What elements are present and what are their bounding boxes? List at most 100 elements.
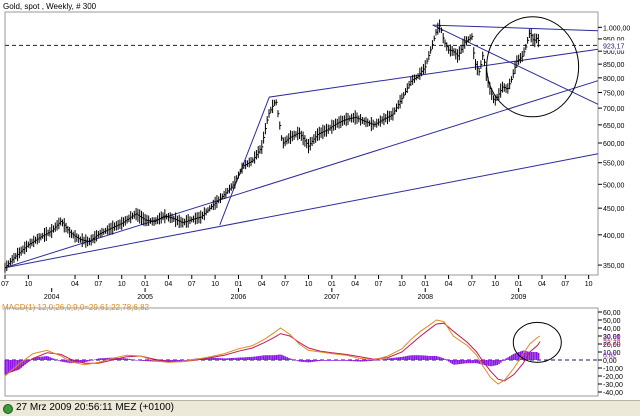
- last-price-box: [599, 40, 635, 51]
- histogram-bar: [288, 357, 290, 360]
- histogram-bar: [410, 355, 412, 360]
- histogram-bar: [471, 360, 473, 364]
- histogram-bar: [227, 358, 229, 360]
- histogram-bar: [412, 355, 414, 360]
- histogram-bar: [38, 356, 41, 360]
- macd-y-tick-label: 60,00: [603, 310, 621, 317]
- x-year-label: 2005: [137, 294, 153, 301]
- histogram-bar: [465, 360, 468, 364]
- histogram-bar: [363, 360, 366, 362]
- histogram-bar: [271, 355, 274, 360]
- histogram-bar: [280, 354, 283, 360]
- histogram-bar: [187, 359, 190, 361]
- histogram-bar: [252, 356, 254, 360]
- macd-last-value-label: 22,78: [603, 340, 621, 347]
- histogram-bar: [13, 360, 15, 372]
- histogram-bar: [498, 360, 500, 365]
- x-year-label: 2007: [324, 294, 340, 301]
- y-tick-label: 400,00: [603, 233, 625, 240]
- x-month-label: 04: [165, 281, 173, 288]
- histogram-bar: [476, 360, 479, 364]
- histogram-bar: [232, 357, 235, 360]
- histogram-bar: [340, 360, 342, 361]
- histogram-bar: [482, 360, 484, 365]
- histogram-bar: [130, 359, 132, 360]
- macd-line: [4, 319, 541, 385]
- histogram-bar: [254, 356, 256, 360]
- x-month-label: 10: [211, 281, 219, 288]
- histogram-bar: [87, 360, 89, 362]
- histogram-bar: [446, 360, 448, 361]
- histogram-bar: [324, 360, 326, 361]
- histogram-bar: [264, 355, 267, 360]
- histogram-bar: [377, 360, 380, 361]
- histogram-bar: [501, 360, 504, 362]
- histogram-bar: [485, 360, 488, 366]
- histogram-bar: [304, 360, 306, 363]
- histogram-bar: [383, 359, 385, 360]
- histogram-bar: [417, 355, 420, 360]
- histogram-bar: [261, 355, 263, 360]
- histogram-bar: [135, 360, 138, 361]
- y-tick-label: 550,00: [603, 161, 625, 168]
- x-month-label: 04: [258, 281, 266, 288]
- histogram-bar: [259, 355, 262, 360]
- y-tick-label: 650,00: [603, 123, 625, 130]
- histogram-bar: [456, 360, 459, 365]
- x-month-label: 07: [281, 281, 289, 288]
- histogram-bar: [189, 359, 191, 361]
- histogram-bar: [99, 358, 102, 360]
- histogram-bar: [61, 360, 64, 362]
- histogram-bar: [512, 354, 515, 360]
- macd-layer: 60,0050,0040,0030,0020,0010,000,00-10,00…: [4, 307, 623, 397]
- histogram-bar: [266, 355, 269, 360]
- histogram-bar: [273, 355, 276, 360]
- price-chart[interactable]: Gold, spot , Weekly, # 300 1.000,00950,0…: [0, 0, 640, 302]
- status-text: 27 Mrz 2009 20:56:11 MEZ (+0100): [16, 402, 174, 413]
- histogram-bar: [36, 357, 39, 360]
- macd-y-tick-label: 20,00: [603, 342, 621, 349]
- macd-last-value-label: 6,82: [603, 353, 617, 360]
- x-month-label: 10: [305, 281, 313, 288]
- x-year-label: 2006: [231, 294, 247, 301]
- histogram-bar: [54, 359, 57, 360]
- price-plot-area: [0, 0, 640, 302]
- histogram-bar: [316, 360, 319, 362]
- histogram-bar: [313, 360, 315, 362]
- histogram-bar: [352, 360, 355, 362]
- histogram-bar: [112, 357, 114, 360]
- histogram-bar: [347, 360, 350, 361]
- histogram-bar: [505, 358, 508, 360]
- histogram-bar: [440, 357, 443, 360]
- histogram-bar: [307, 360, 310, 363]
- histogram-bar: [223, 358, 226, 360]
- histogram-bar: [406, 355, 409, 360]
- histogram-bar: [462, 360, 464, 364]
- histogram-bar: [395, 357, 398, 360]
- histogram-bar: [334, 360, 337, 361]
- histogram-bar: [413, 355, 416, 360]
- histogram-bar: [175, 360, 177, 362]
- histogram-bar: [403, 356, 405, 360]
- histogram-bar: [212, 357, 215, 360]
- histogram-bar: [230, 358, 233, 360]
- y-tick-label: 700,00: [603, 106, 625, 113]
- histogram-bar: [537, 352, 540, 360]
- histogram-bar: [45, 356, 48, 360]
- histogram-bar: [246, 357, 249, 360]
- histogram-bar: [176, 360, 179, 362]
- histogram-bar: [237, 357, 240, 360]
- x-month-label: 10: [24, 281, 32, 288]
- histogram-bar: [394, 357, 396, 360]
- histogram-bar: [284, 356, 287, 360]
- histogram-bar: [447, 360, 450, 362]
- histogram-bar: [309, 360, 312, 363]
- trendline: [4, 80, 599, 269]
- histogram-bar: [275, 354, 278, 360]
- macd-y-tick-label: 30,00: [603, 334, 621, 341]
- histogram-bar: [381, 359, 384, 360]
- histogram-bar: [404, 356, 407, 360]
- macd-chart[interactable]: MACD(1) 12,0;26,0;9,0=29,61;22,78;6,82 6…: [0, 302, 640, 400]
- histogram-bar: [94, 359, 96, 360]
- histogram-bar: [494, 360, 497, 366]
